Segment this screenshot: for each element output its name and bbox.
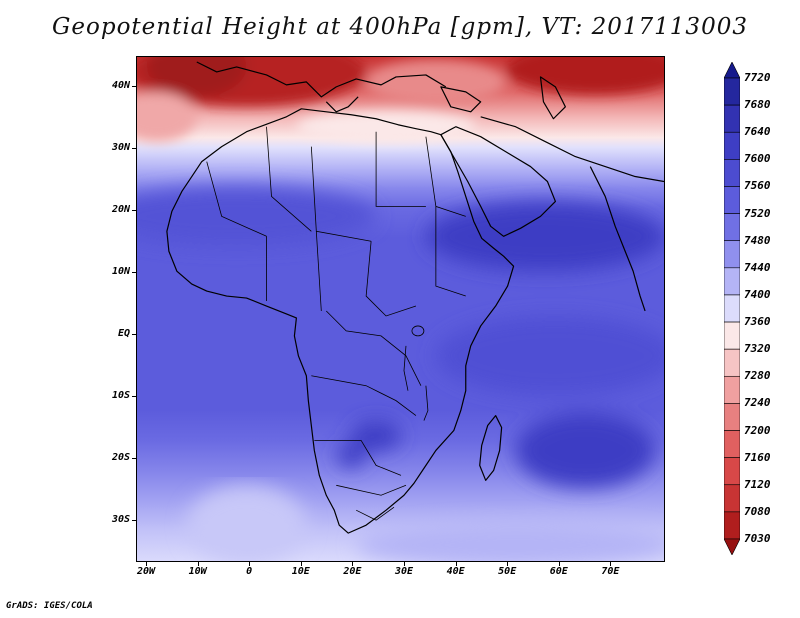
x-tick-label: 40E xyxy=(446,566,465,577)
colorbar-bin xyxy=(724,375,740,404)
colorbar-label: 7080 xyxy=(744,504,771,518)
colorbar-bin xyxy=(724,457,740,486)
colorbar-bin xyxy=(724,104,740,133)
grads-credit: GrADS: IGES/COLA xyxy=(6,601,93,611)
colorbar-label: 7280 xyxy=(744,369,771,383)
y-tick-label: 20N xyxy=(111,204,130,215)
southern-pale-region xyxy=(186,485,664,561)
colorbar-label: 7160 xyxy=(744,450,771,464)
colorbar-bin xyxy=(724,267,740,296)
colorbar-bin xyxy=(724,77,740,106)
y-tick-mark xyxy=(132,396,136,397)
colorbar-label: 7240 xyxy=(744,396,771,410)
colorbar-bin xyxy=(724,321,740,350)
x-tick-label: 20W xyxy=(136,566,156,577)
colorbar-bin xyxy=(724,348,740,377)
country-borders xyxy=(206,126,466,521)
colorbar-label: 7480 xyxy=(744,233,771,247)
x-tick-label: 30E xyxy=(394,566,414,577)
x-tick-mark xyxy=(610,562,612,566)
colorbar-bin xyxy=(724,131,740,160)
x-tick-label: 60E xyxy=(549,566,568,577)
colorbar-bin xyxy=(724,403,740,431)
colorbar-label: 7520 xyxy=(744,206,771,220)
colorbar-bin xyxy=(724,511,740,540)
colorbar-bin xyxy=(724,240,740,269)
map-plot-area xyxy=(136,56,665,562)
colorbar xyxy=(724,62,740,555)
x-tick-mark xyxy=(507,562,509,566)
y-tick-mark xyxy=(132,334,136,335)
y-tick-mark xyxy=(132,272,136,273)
colorbar-bin xyxy=(724,430,740,458)
high-pressure-region xyxy=(137,57,664,143)
x-tick-label: 20E xyxy=(343,566,362,577)
x-tick-label: 0 xyxy=(246,566,253,577)
x-tick-label: 50E xyxy=(498,566,517,577)
x-tick-mark xyxy=(352,562,354,566)
x-tick-mark xyxy=(197,562,199,566)
colorbar-bin xyxy=(724,159,740,187)
colorbar-label: 7600 xyxy=(744,152,771,166)
colorbar-bin xyxy=(724,294,740,323)
colorbar-label: 7680 xyxy=(744,98,771,112)
colorbar-bin xyxy=(724,538,740,555)
colorbar-bin xyxy=(724,484,740,513)
colorbar-bin xyxy=(724,62,740,79)
lakes xyxy=(403,325,429,421)
x-tick-mark xyxy=(249,562,251,566)
y-tick-label: 30N xyxy=(111,142,130,153)
colorbar-label: 7030 xyxy=(744,532,771,545)
colorbar-bin xyxy=(724,186,740,214)
colorbar-label: 7720 xyxy=(744,71,771,84)
y-tick-mark xyxy=(132,210,136,211)
colorbar-label: 7560 xyxy=(744,179,771,193)
colorbar-bin xyxy=(724,213,740,242)
x-tick-mark xyxy=(300,562,302,566)
x-tick-label: 10W xyxy=(188,566,207,577)
y-tick-label: 10N xyxy=(111,266,130,277)
x-tick-mark xyxy=(558,562,560,566)
x-tick-label: 10E xyxy=(291,566,310,577)
y-tick-label: 10S xyxy=(111,390,130,401)
y-tick-label: 20S xyxy=(111,452,130,463)
x-tick-label: 70E xyxy=(601,566,620,577)
x-tick-mark xyxy=(404,562,405,566)
colorbar-label: 7360 xyxy=(744,315,771,329)
y-tick-mark xyxy=(132,458,136,459)
colorbar-label: 7320 xyxy=(744,342,771,356)
colorbar-label: 7200 xyxy=(744,423,771,437)
y-tick-mark xyxy=(132,86,136,87)
coastlines xyxy=(166,61,664,534)
y-tick-label: 40N xyxy=(111,80,130,91)
y-tick-mark xyxy=(132,148,136,149)
colorbar-label: 7440 xyxy=(744,260,771,274)
map-title: Geopotential Height at 400hPa [gpm], VT:… xyxy=(52,14,748,40)
geopotential-field xyxy=(137,57,664,561)
x-tick-mark xyxy=(455,562,457,566)
y-tick-label: EQ xyxy=(117,328,130,339)
y-tick-label: 30S xyxy=(111,514,130,525)
colorbar-label: 7120 xyxy=(744,477,771,491)
colorbar-label: 7640 xyxy=(744,125,771,139)
colorbar-label: 7400 xyxy=(744,287,771,301)
y-tick-mark xyxy=(132,520,136,521)
x-tick-mark xyxy=(146,562,147,566)
